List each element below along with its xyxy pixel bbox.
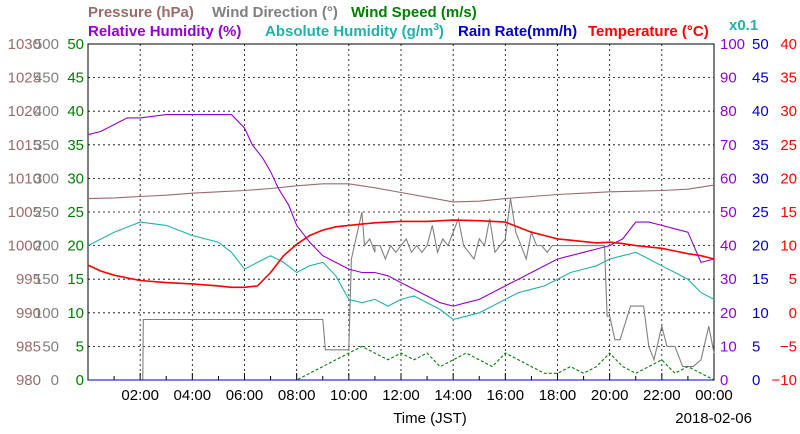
temperature-tick-label: 35 [780,70,797,87]
wind-direction-tick-label: 0 [51,372,59,389]
x-tick-label: 12:00 [382,387,420,404]
relative-humidity-series-line [87,114,715,307]
rain-rate-tick-label: 0 [752,372,760,389]
relative-humidity-title: Relative Humidity (%) [88,23,241,40]
temperature-tick-label: 25 [780,137,797,154]
temperature-tick-label: 15 [780,204,797,221]
rain-rate-tick-label: 20 [752,238,769,255]
temperature-tick-label: 30 [780,103,797,120]
wind-direction-tick-label: 500 [34,36,59,53]
wind-direction-series-line [142,198,715,381]
temperature-title: Temperature (°C) [588,23,709,40]
wind-speed-tick-label: 0 [76,372,84,389]
wind-direction-tick-label: 200 [34,238,59,255]
x-tick-label: 10:00 [330,387,368,404]
absolute-humidity-title-main: Absolute Humidity (g/m [265,23,433,40]
wind-speed-title: Wind Speed (m/s) [351,4,477,21]
rain-rate-tick-label: 25 [752,204,769,221]
wind-direction-tick-label: 100 [34,305,59,322]
wind-speed-tick-label: 45 [67,70,84,87]
x-tick-label: 14:00 [434,387,472,404]
wind-direction-tick-label: 50 [42,338,59,355]
wind-speed-tick-label: 10 [67,305,84,322]
pressure-tick-label: 1030 [8,36,41,53]
relative-humidity-tick-label: 60 [720,170,737,187]
absolute-humidity-title-end: ) [439,23,444,40]
rain-rate-tick-label: 50 [752,36,769,53]
x-tick-label: 02:00 [121,387,159,404]
x-axis-label: Time (JST) [393,410,467,427]
pressure-tick-label: 1005 [8,204,41,221]
wind-direction-tick-label: 350 [34,137,59,154]
pressure-tick-label: 985 [16,338,41,355]
absolute-humidity-title-sup: 3 [433,22,439,33]
relative-humidity-tick-label: 50 [720,204,737,221]
relative-humidity-tick-label: 90 [720,70,737,87]
plot-area: 02:00 04:00 06:00 08:00 10:00 12:00 14:00 16:00… [8,36,797,404]
relative-humidity-tick-label: 40 [720,238,737,255]
pressure-tick-label: 1010 [8,170,41,187]
date-label: 2018-02-06 [675,410,752,427]
rain-rate-tick-label: 35 [752,137,769,154]
relative-humidity-tick-label: 20 [720,305,737,322]
relative-humidity-tick-label: 80 [720,103,737,120]
relative-humidity-tick-label: 70 [720,137,737,154]
pressure-tick-label: 1020 [8,103,41,120]
absolute-humidity-series-line [87,221,715,321]
pressure-title: Pressure (hPa) [88,4,194,21]
wind-speed-tick-label: 50 [67,36,84,53]
relative-humidity-tick-label: 100 [720,36,745,53]
temperature-tick-label: −10 [772,372,797,389]
wind-direction-tick-label: 400 [34,103,59,120]
temperature-series-line [87,219,715,289]
wind-speed-tick-label: 5 [76,338,84,355]
pressure-tick-label: 1025 [8,70,41,87]
pressure-tick-label: 980 [16,372,41,389]
wind-speed-tick-label: 35 [67,137,84,154]
temperature-tick-label: 10 [780,238,797,255]
x-tick-label: 20:00 [591,387,629,404]
rain-rate-tick-label: 40 [752,103,769,120]
x-tick-label: 08:00 [278,387,316,404]
wind-speed-tick-label: 40 [67,103,84,120]
relative-humidity-tick-label: 0 [720,372,728,389]
x-tick-label: 00:00 [695,387,733,404]
wind-speed-tick-label: 25 [67,204,84,221]
wind-direction-tick-label: 250 [34,204,59,221]
pressure-tick-label: 995 [16,271,41,288]
wind-direction-title: Wind Direction (°) [212,4,338,21]
wind-direction-tick-label: 450 [34,70,59,87]
temperature-tick-label: 40 [780,36,797,53]
wind-speed-series-line [88,345,715,381]
pressure-tick-label: 1015 [8,137,41,154]
pressure-tick-label: 1000 [8,238,41,255]
x-tick-label: 22:00 [643,387,681,404]
temperature-tick-label: −5 [780,338,797,355]
x-tick-label: 16:00 [487,387,525,404]
wind-speed-tick-label: 15 [67,271,84,288]
wind-direction-tick-label: 300 [34,170,59,187]
rain-scale-note: x0.1 [729,17,758,34]
rain-rate-title: Rain Rate(mm/h) [458,23,577,40]
absolute-humidity-title: Absolute Humidity (g/m3) [265,22,444,40]
temperature-tick-label: 20 [780,170,797,187]
rain-rate-tick-label: 30 [752,170,769,187]
rain-rate-tick-label: 15 [752,271,769,288]
x-tick-label: 06:00 [226,387,264,404]
temperature-tick-label: 5 [789,271,797,288]
wind-speed-tick-label: 30 [67,170,84,187]
rain-rate-tick-label: 45 [752,70,769,87]
x-tick-label: 18:00 [539,387,577,404]
relative-humidity-tick-label: 30 [720,271,737,288]
rain-rate-tick-label: 10 [752,305,769,322]
x-tick-label: 04:00 [174,387,212,404]
wind-direction-tick-label: 150 [34,271,59,288]
pressure-tick-label: 990 [16,305,41,322]
relative-humidity-tick-label: 10 [720,338,737,355]
rain-rate-tick-label: 5 [752,338,760,355]
wind-speed-tick-label: 20 [67,238,84,255]
pressure-series-line [87,183,715,203]
temperature-tick-label: 0 [789,305,797,322]
